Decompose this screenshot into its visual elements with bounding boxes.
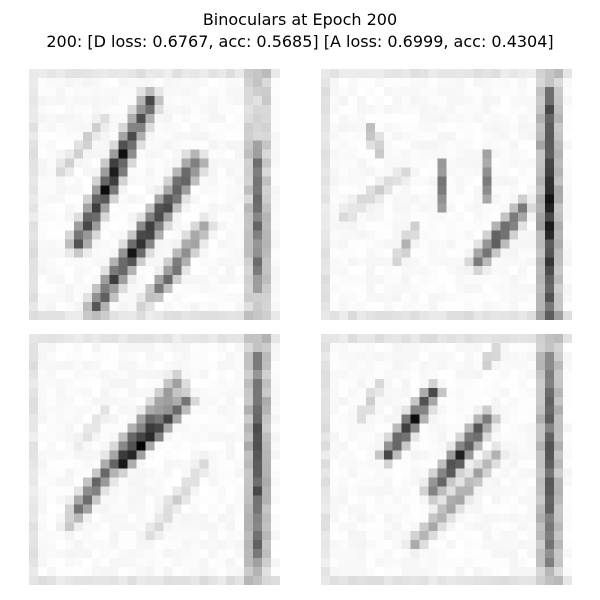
generated-sample-4	[321, 334, 572, 585]
generated-sample-2	[321, 69, 572, 320]
generated-sample-3	[29, 334, 280, 585]
generated-sample-1	[29, 69, 280, 320]
figure-subtitle-losses: 200: [D loss: 0.6767, acc: 0.5685] [A lo…	[46, 32, 554, 51]
figure-title: Binoculars at Epoch 200	[202, 10, 398, 29]
